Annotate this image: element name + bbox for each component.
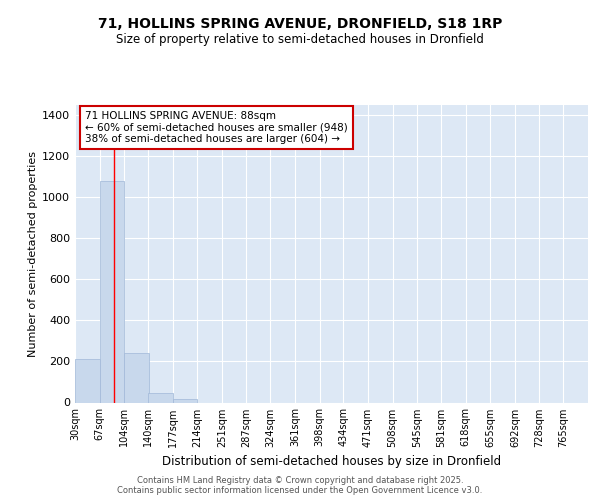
Bar [173,400,197,402]
Bar [100,181,124,402]
Bar [124,354,149,403]
X-axis label: Distribution of semi-detached houses by size in Dronfield: Distribution of semi-detached houses by … [162,455,501,468]
Text: 71 HOLLINS SPRING AVENUE: 88sqm
← 60% of semi-detached houses are smaller (948)
: 71 HOLLINS SPRING AVENUE: 88sqm ← 60% of… [85,111,348,144]
Text: Contains HM Land Registry data © Crown copyright and database right 2025.
Contai: Contains HM Land Registry data © Crown c… [118,476,482,495]
Y-axis label: Number of semi-detached properties: Number of semi-detached properties [28,151,38,357]
Bar [148,394,173,402]
Bar [75,360,100,403]
Text: 71, HOLLINS SPRING AVENUE, DRONFIELD, S18 1RP: 71, HOLLINS SPRING AVENUE, DRONFIELD, S1… [98,18,502,32]
Text: Size of property relative to semi-detached houses in Dronfield: Size of property relative to semi-detach… [116,32,484,46]
